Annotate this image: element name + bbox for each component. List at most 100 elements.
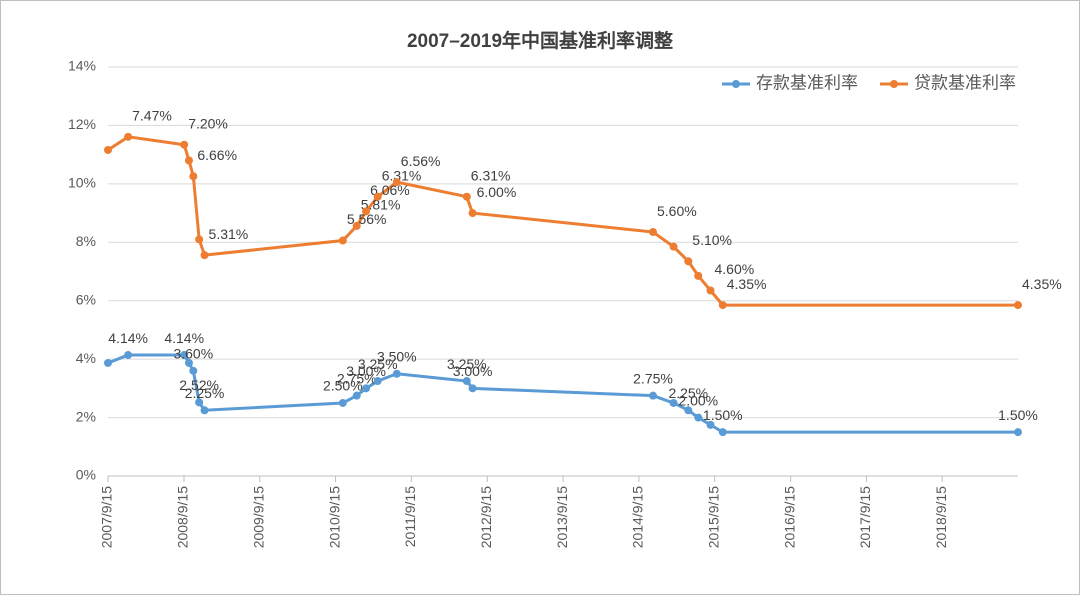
x-tick-label: 2008/9/15 <box>175 486 191 548</box>
data-point <box>1014 301 1022 310</box>
y-tick-label: 10% <box>68 175 96 191</box>
y-tick-label: 0% <box>76 467 96 483</box>
x-tick-label: 2016/9/15 <box>781 486 797 548</box>
data-label: 6.66% <box>197 147 237 163</box>
data-point <box>706 420 715 429</box>
data-label: 2.75% <box>337 370 377 386</box>
data-point <box>200 406 209 415</box>
data-label: 4.14% <box>164 330 204 346</box>
data-point <box>649 228 658 237</box>
data-point <box>362 207 371 216</box>
data-label: 5.31% <box>209 226 249 242</box>
data-point <box>195 235 204 244</box>
data-point <box>195 398 204 407</box>
data-label: 6.31% <box>382 167 422 183</box>
data-label: 5.81% <box>361 197 401 213</box>
y-tick-label: 6% <box>76 291 96 307</box>
data-label: 7.20% <box>188 115 228 131</box>
data-label: 7.47% <box>132 108 172 124</box>
data-label: 1.50% <box>703 407 743 423</box>
data-point <box>124 351 133 360</box>
data-point <box>462 377 471 386</box>
data-label: 3.25% <box>358 356 398 372</box>
legend-label: 存款基准利率 <box>756 73 858 92</box>
y-tick-label: 14% <box>68 58 96 74</box>
y-tick-label: 2% <box>76 408 96 424</box>
data-point <box>362 384 371 393</box>
data-point <box>669 398 678 407</box>
data-label: 3.25% <box>447 356 487 372</box>
legend-marker <box>890 80 898 88</box>
data-point <box>200 251 209 260</box>
x-tick-label: 2010/9/15 <box>326 486 342 548</box>
x-tick-label: 2009/9/15 <box>250 486 266 548</box>
data-label: 5.60% <box>657 203 697 219</box>
data-label: 6.56% <box>401 153 441 169</box>
data-label: 2.50% <box>323 378 363 394</box>
x-tick-label: 2018/9/15 <box>933 486 949 548</box>
data-point <box>462 192 471 201</box>
data-point <box>124 132 133 141</box>
y-tick-label: 4% <box>76 350 96 366</box>
legend-marker <box>732 80 740 88</box>
data-point <box>352 391 361 400</box>
data-point <box>184 156 193 165</box>
data-label: 6.31% <box>471 167 511 183</box>
x-tick-label: 2014/9/15 <box>630 486 646 548</box>
x-tick-label: 2011/9/15 <box>402 486 418 547</box>
data-point <box>718 301 727 310</box>
x-tick-label: 2007/9/15 <box>99 486 115 548</box>
x-tick-label: 2012/9/15 <box>478 486 494 548</box>
data-point <box>669 242 678 251</box>
data-point <box>184 358 193 367</box>
data-point <box>694 413 703 422</box>
chart-title: 2007–2019年中国基准利率调整 <box>407 29 673 52</box>
data-point <box>373 192 382 201</box>
data-point <box>352 221 361 230</box>
data-point <box>373 377 382 386</box>
y-tick-label: 12% <box>68 116 96 132</box>
data-point <box>104 145 112 154</box>
data-label: 4.35% <box>727 276 767 292</box>
data-point <box>338 236 347 245</box>
x-tick-label: 2017/9/15 <box>857 486 873 548</box>
data-point <box>392 178 401 187</box>
data-label: 4.35% <box>1022 276 1062 292</box>
y-tick-label: 8% <box>76 233 96 249</box>
data-label: 2.52% <box>179 377 219 393</box>
data-point <box>180 140 189 149</box>
x-tick-label: 2015/9/15 <box>705 486 721 548</box>
data-label: 3.00% <box>453 363 493 379</box>
data-point <box>718 428 727 437</box>
data-point <box>684 257 693 266</box>
data-point <box>180 351 189 360</box>
data-point <box>694 271 703 280</box>
legend-label: 贷款基准利率 <box>914 73 1016 92</box>
data-label: 4.60% <box>715 261 755 277</box>
data-point <box>1014 428 1022 437</box>
data-label: 2.25% <box>668 385 708 401</box>
data-point <box>468 384 477 393</box>
data-point <box>468 209 477 218</box>
data-label: 6.00% <box>477 184 517 200</box>
data-point <box>684 406 693 415</box>
data-label: 2.75% <box>633 370 673 386</box>
data-label: 4.14% <box>108 330 148 346</box>
data-point <box>706 286 715 295</box>
data-point <box>392 369 401 378</box>
data-label: 3.00% <box>346 363 386 379</box>
data-point <box>189 366 198 375</box>
data-label: 5.10% <box>692 232 732 248</box>
data-label: 3.50% <box>377 348 417 364</box>
x-tick-label: 2013/9/15 <box>554 486 570 548</box>
data-label: 1.50% <box>998 407 1038 423</box>
data-label: 3.60% <box>173 346 213 362</box>
data-point <box>189 172 198 181</box>
data-label: 2.00% <box>678 392 718 408</box>
data-point <box>649 391 658 400</box>
data-point <box>104 358 112 367</box>
data-point <box>338 398 347 407</box>
data-label: 2.25% <box>185 385 225 401</box>
